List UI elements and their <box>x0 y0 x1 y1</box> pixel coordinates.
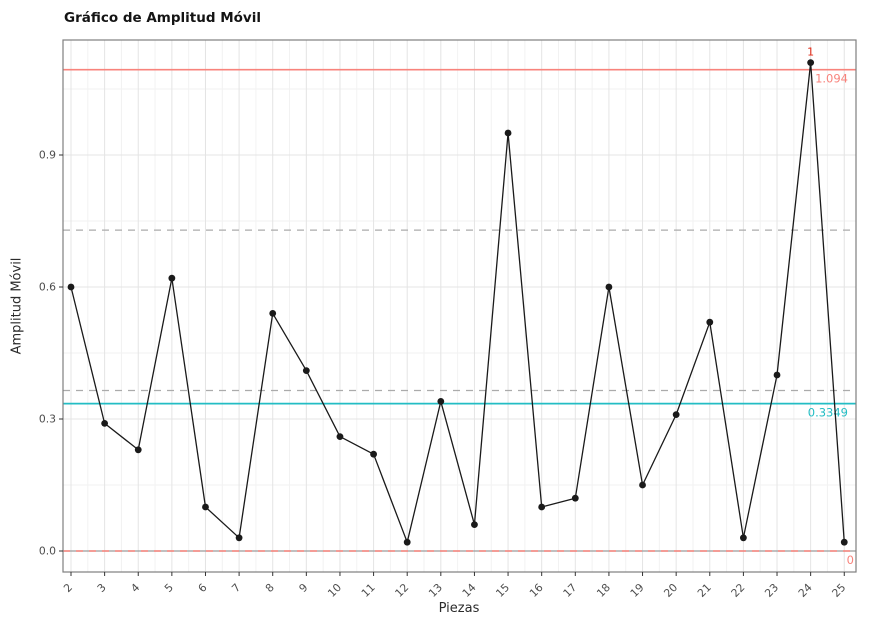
x-tick-label: 7 <box>229 581 243 595</box>
x-tick-label: 16 <box>527 581 546 600</box>
x-tick-label: 21 <box>695 581 714 600</box>
y-tick-label: 0.9 <box>39 149 56 162</box>
series-line <box>70 61 845 543</box>
x-tick-label: 25 <box>829 581 848 600</box>
x-tick-label: 8 <box>263 581 277 595</box>
x-tick-label: 2 <box>61 581 75 595</box>
data-point <box>840 538 848 546</box>
x-axis-title: Piezas <box>438 601 480 616</box>
data-point <box>168 274 176 282</box>
x-tick-label: 12 <box>392 581 411 600</box>
x-tick-label: 9 <box>296 581 310 595</box>
data-point <box>740 534 747 542</box>
signal-label: 1 <box>807 46 814 59</box>
data-point <box>706 318 714 326</box>
x-tick-label: 4 <box>128 581 142 595</box>
chart-title: Gráfico de Amplitud Móvil <box>64 10 261 26</box>
data-point <box>235 534 243 542</box>
data-point <box>605 283 613 291</box>
y-tick-label: 0.6 <box>39 281 56 294</box>
data-point <box>538 503 546 511</box>
data-point <box>672 411 680 418</box>
x-tick-label: 17 <box>561 581 580 600</box>
x-tick-label: 20 <box>661 581 680 600</box>
data-point <box>202 503 209 511</box>
x-tick-label: 5 <box>162 581 176 595</box>
lcl-label: 0 <box>847 553 854 567</box>
panel-border <box>62 39 857 573</box>
x-tick-label: 6 <box>196 581 210 595</box>
data-point <box>370 450 377 458</box>
data-point <box>639 481 646 489</box>
data-point <box>471 521 478 528</box>
data-point <box>773 371 781 379</box>
data-point <box>403 538 411 546</box>
data-point <box>101 420 109 427</box>
x-tick-label: 18 <box>594 581 613 600</box>
x-tick-label: 3 <box>95 581 109 595</box>
data-point <box>269 310 277 317</box>
y-axis-title: Amplitud Móvil <box>9 257 25 355</box>
ucl-label: 1.094 <box>815 72 848 86</box>
y-tick-label: 0.3 <box>39 413 56 426</box>
data-point <box>571 494 579 502</box>
x-tick-label: 22 <box>729 581 748 600</box>
y-tick-label: 0.0 <box>39 545 56 558</box>
x-tick-label: 14 <box>460 581 479 600</box>
x-tick-label: 19 <box>628 581 647 600</box>
data-point <box>302 367 310 374</box>
x-tick-label: 24 <box>796 581 815 600</box>
x-tick-label: 15 <box>493 581 512 600</box>
data-point <box>336 433 344 440</box>
data-point <box>807 59 815 66</box>
data-point <box>504 129 512 137</box>
data-point <box>67 283 75 291</box>
x-tick-label: 11 <box>359 581 378 600</box>
x-tick-label: 10 <box>325 581 344 600</box>
data-point <box>437 398 445 405</box>
x-tick-label: 23 <box>762 581 781 600</box>
plot-panel <box>63 40 856 572</box>
data-point <box>134 446 142 454</box>
cl-label: 0.3349 <box>808 406 848 420</box>
x-tick-label: 13 <box>426 581 445 600</box>
